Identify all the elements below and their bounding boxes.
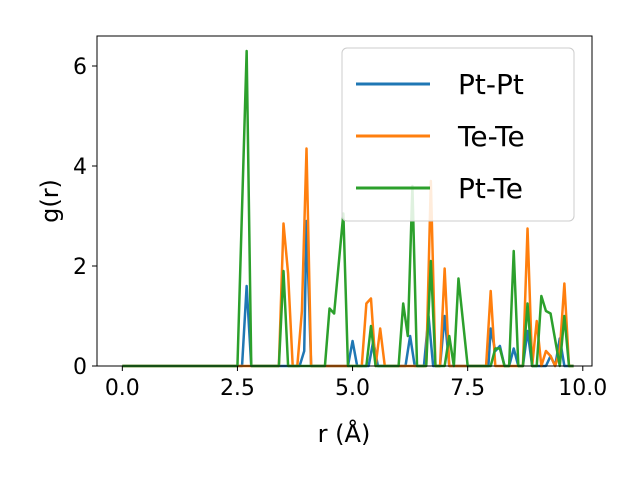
legend-entry-te-te: Te-Te (356, 120, 525, 153)
legend-label: Pt-Te (458, 172, 523, 205)
legend-entries: Pt-Pt Te-Te Pt-Te (356, 68, 525, 205)
x-tick-label: 7.5 (450, 376, 485, 401)
y-tick-label: 2 (73, 255, 87, 280)
legend-entry-pt-pt: Pt-Pt (356, 68, 524, 101)
x-tick-label: 2.5 (220, 376, 255, 401)
plot-frame (96, 35, 593, 367)
x-tick-label: 5.0 (335, 376, 370, 401)
x-tick-label: 0.0 (105, 376, 140, 401)
series-line-pt-te (122, 49, 574, 368)
y-axis-label: g(r) (36, 179, 64, 223)
legend-label: Te-Te (457, 120, 525, 153)
legend-label: Pt-Pt (458, 68, 524, 101)
tick-layer: 0.0 2.5 5.0 7.5 10.0 0 2 4 6 (73, 55, 607, 401)
x-tick-label: 10.0 (558, 376, 607, 401)
y-tick-label: 6 (73, 55, 87, 80)
x-axis-label: r (Å) (318, 419, 371, 448)
legend-entry-pt-te: Pt-Te (356, 172, 523, 205)
y-tick-label: 4 (73, 155, 87, 180)
legend-box (341, 47, 575, 222)
y-tick-label: 0 (73, 355, 87, 380)
legend: Pt-Pt Te-Te Pt-Te (341, 47, 575, 222)
